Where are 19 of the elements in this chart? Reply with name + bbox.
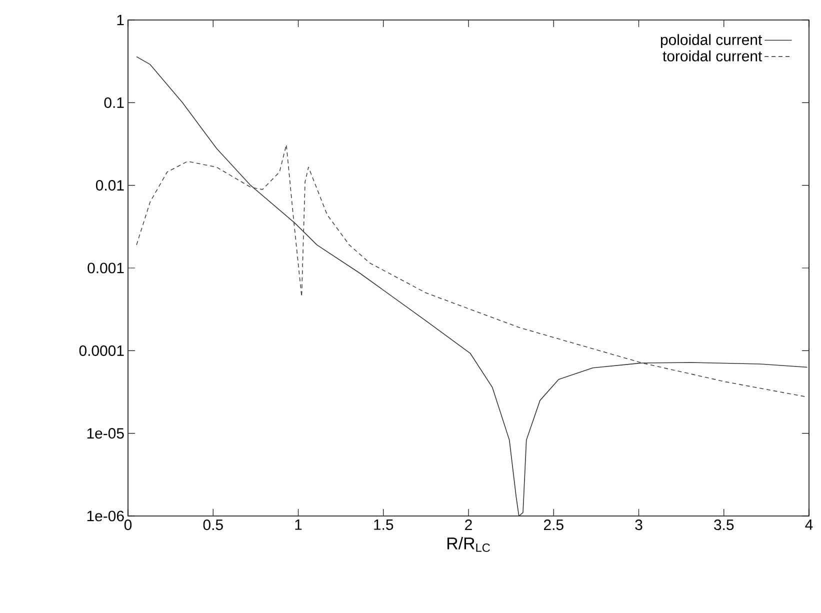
y-tick-label: 1e-06 <box>87 510 124 522</box>
x-tick-label: 0.5 <box>203 520 223 530</box>
legend-label: poloidal current <box>660 34 762 48</box>
x-tick-label: 0 <box>124 520 132 530</box>
x-tick-label: 2.5 <box>544 520 564 530</box>
x-tick-label: 3 <box>635 520 642 530</box>
y-tick-label: 1e-05 <box>87 428 124 439</box>
x-tick-label: 1 <box>295 520 302 530</box>
y-tick-label: 0.01 <box>96 180 124 191</box>
x-tick-label: 2 <box>465 520 472 530</box>
y-tick-label: 0.1 <box>104 97 124 108</box>
y-tick-label: 1 <box>117 14 124 26</box>
x-tick-label: 3.5 <box>714 520 734 530</box>
x-tick-label: 1.5 <box>374 520 394 530</box>
x-tick-label: 4 <box>805 520 813 530</box>
legend-label: toroidal current <box>662 50 762 62</box>
x-axis-title: R/R$_{LC}$ <box>447 536 490 552</box>
y-tick-label: 0.0001 <box>79 345 124 356</box>
y-tick-label: 0.001 <box>88 262 124 274</box>
